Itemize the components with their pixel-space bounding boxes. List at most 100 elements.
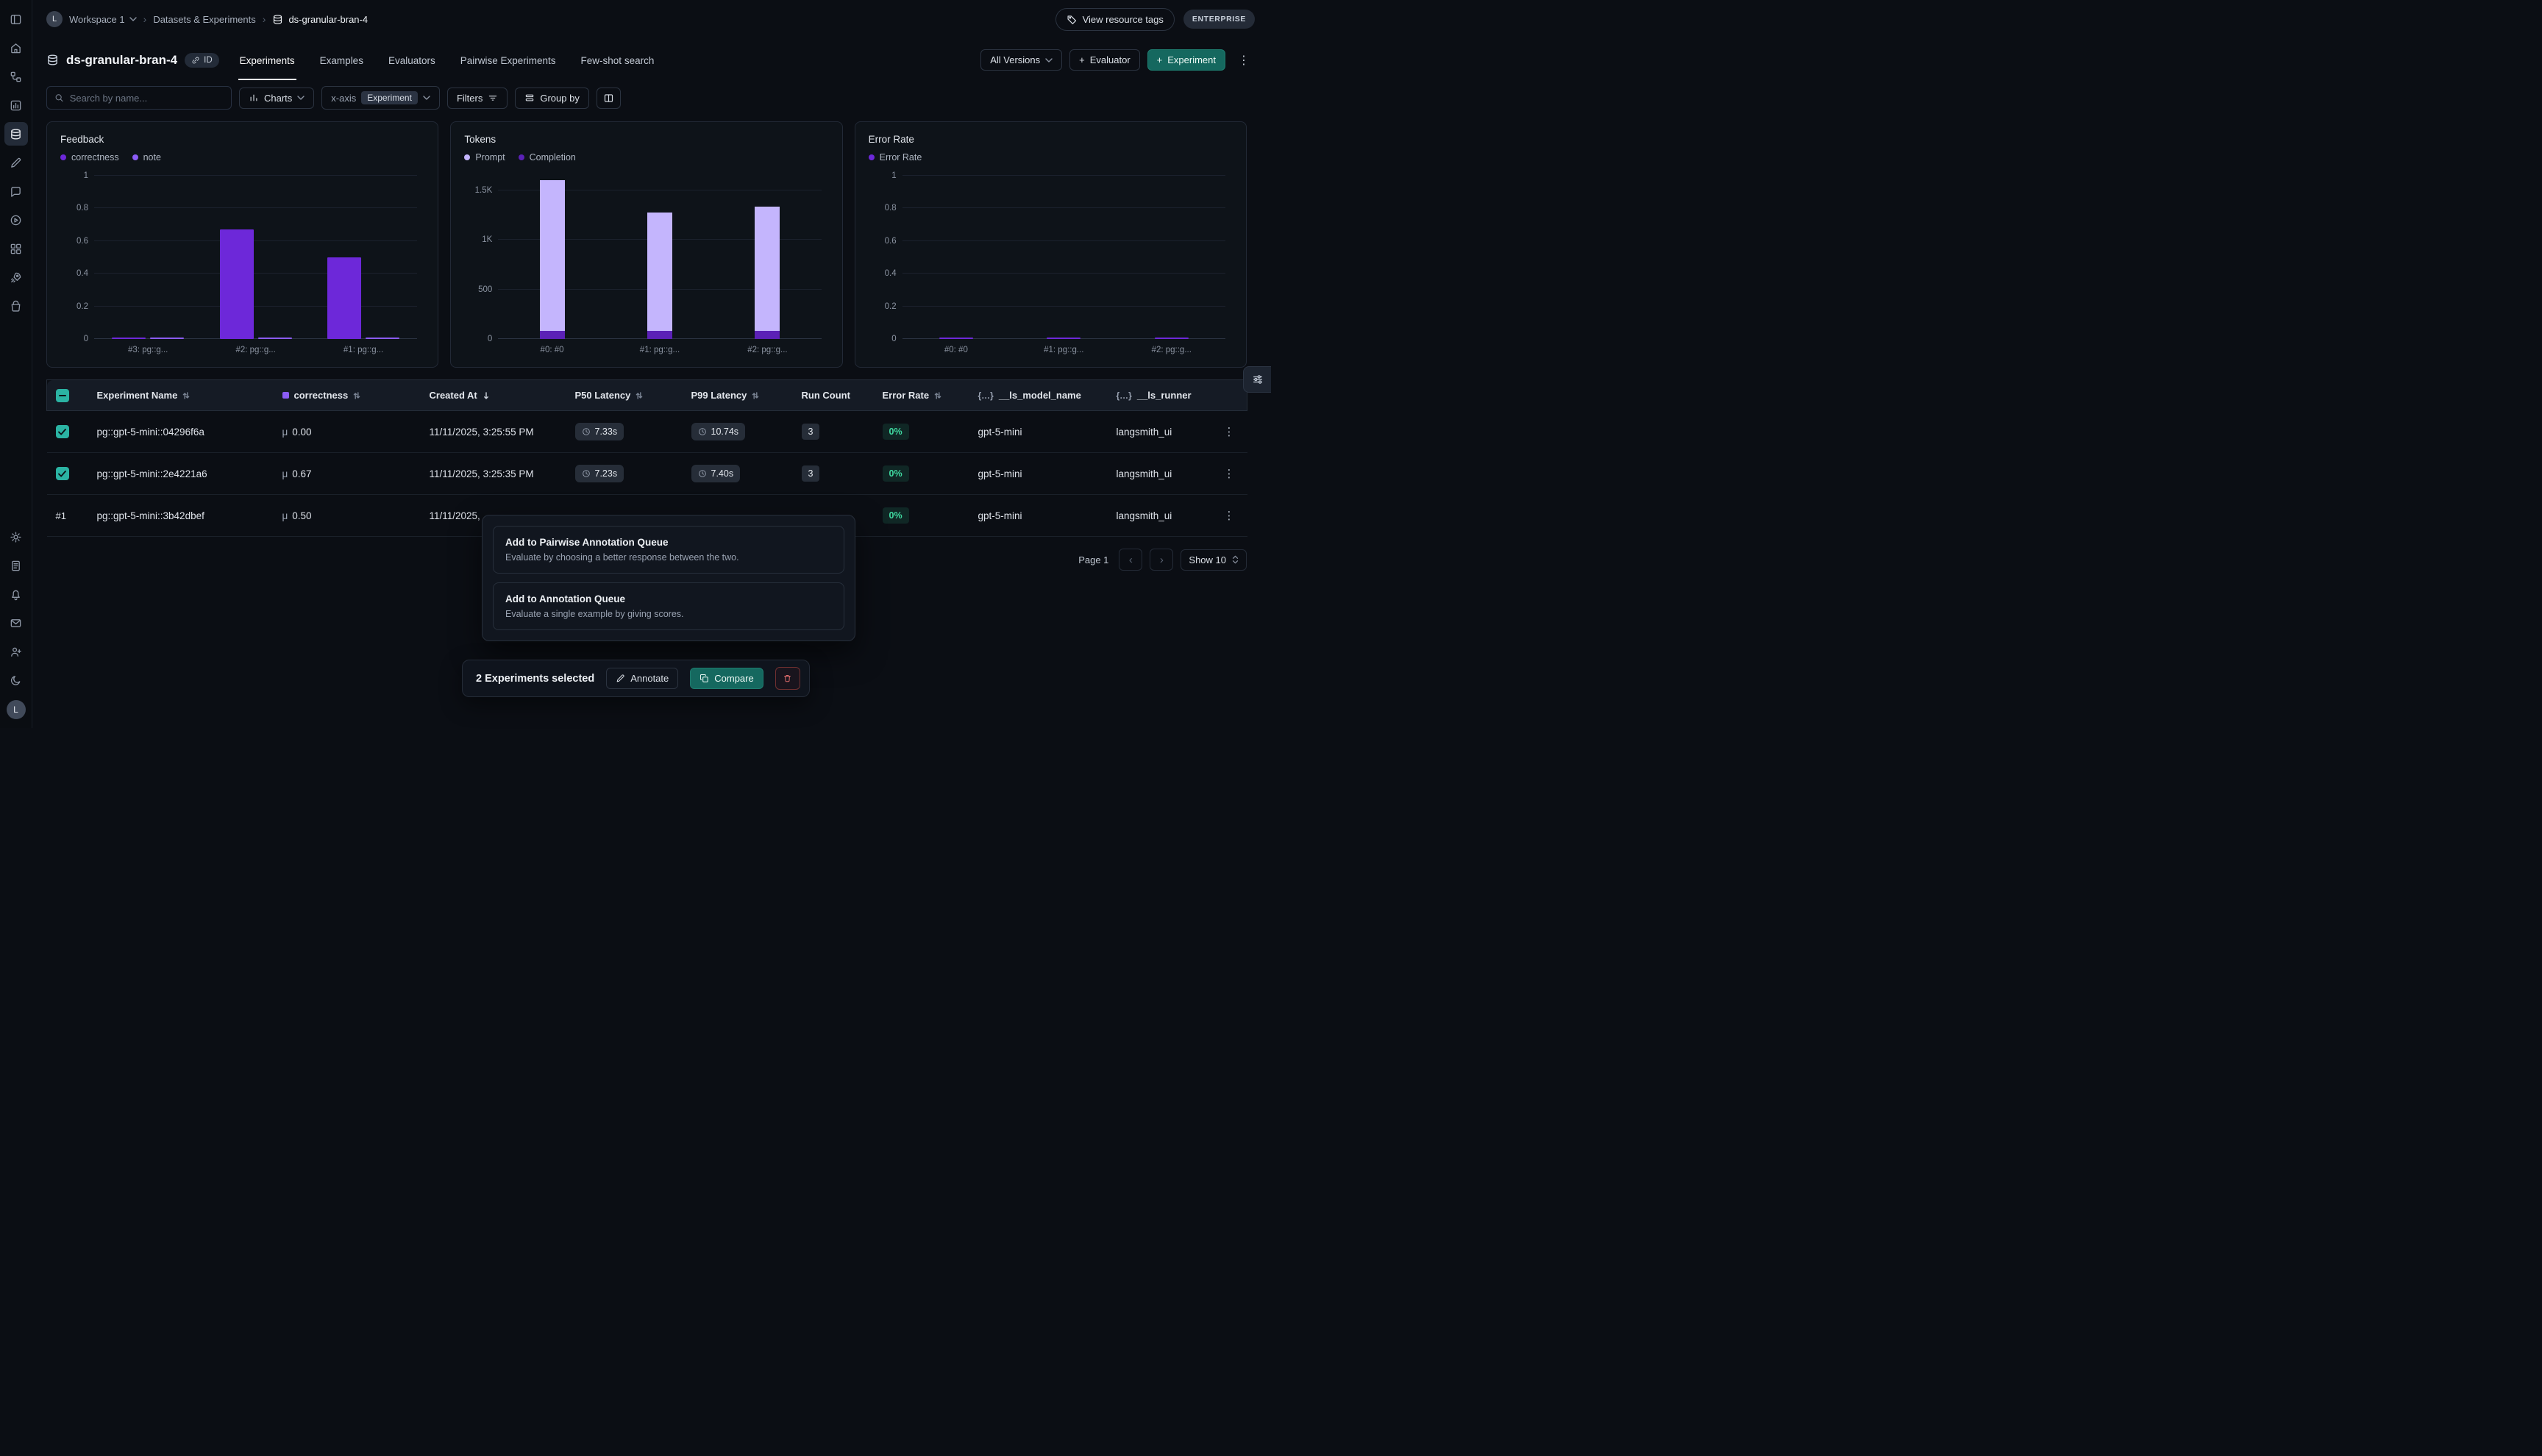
experiment-name-cell[interactable]: pg::gpt-5-mini::2e4221a6: [88, 452, 274, 495]
home-icon[interactable]: [4, 36, 28, 60]
legend-dot: [60, 154, 66, 160]
notifications-icon[interactable]: [4, 582, 28, 606]
tab-few-shot-search[interactable]: Few-shot search: [580, 55, 655, 66]
copy-id-chip[interactable]: ID: [185, 52, 219, 68]
clock-icon: [698, 470, 706, 477]
theme-toggle-icon[interactable]: [4, 668, 28, 692]
monitoring-icon[interactable]: [4, 93, 28, 117]
row-checkbox[interactable]: [55, 425, 69, 438]
xaxis-dropdown[interactable]: x-axis Experiment: [321, 86, 440, 110]
column-created-at[interactable]: Created At: [430, 390, 558, 401]
experiment-name-cell[interactable]: pg::gpt-5-mini::3b42dbef: [88, 494, 274, 537]
chevron-down-icon: [423, 96, 430, 100]
tab-experiments[interactable]: Experiments: [238, 40, 296, 80]
annotate-button[interactable]: Annotate: [606, 668, 679, 689]
datasets-icon[interactable]: [4, 122, 28, 146]
tab-examples[interactable]: Examples: [319, 55, 363, 66]
bar-group: [1010, 176, 1117, 339]
menu-item-pairwise-annotation-queue[interactable]: Add to Pairwise Annotation Queue Evaluat…: [493, 526, 844, 574]
p99-latency-cell: 7.40s: [682, 452, 793, 495]
feedback-color-swatch: [282, 392, 289, 399]
prev-page-button[interactable]: ‹: [1119, 549, 1143, 571]
filters-button[interactable]: Filters: [446, 87, 508, 109]
bar-group: [94, 176, 202, 339]
p99-latency-cell: 10.74s: [682, 410, 793, 453]
xaxis-value-chip: Experiment: [361, 91, 418, 104]
playground-icon[interactable]: [4, 208, 28, 232]
page-header: ds-granular-bran-4 ID Experiments Exampl…: [32, 38, 1271, 80]
delete-button[interactable]: [775, 667, 800, 690]
breadcrumb-workspace[interactable]: Workspace 1: [69, 14, 137, 25]
versions-dropdown[interactable]: All Versions: [980, 49, 1063, 71]
next-page-button[interactable]: ›: [1150, 549, 1174, 571]
collapse-panel-icon[interactable]: [4, 7, 28, 31]
annotation-queues-icon[interactable]: [4, 151, 28, 174]
docs-icon[interactable]: [4, 554, 28, 577]
y-axis-tick: 1.5K: [474, 186, 493, 196]
columns-button[interactable]: [596, 87, 621, 109]
header-kebab-button[interactable]: ⋮: [1233, 50, 1255, 71]
add-evaluator-button[interactable]: + Evaluator: [1069, 49, 1140, 71]
experiment-name-cell[interactable]: pg::gpt-5-mini::04296f6a: [88, 410, 274, 453]
charts-dropdown[interactable]: Charts: [239, 87, 315, 109]
bar-group: [713, 176, 821, 339]
page-indicator: Page 1: [1078, 554, 1109, 565]
column-run-count[interactable]: Run Count: [801, 390, 850, 401]
view-resource-tags-button[interactable]: View resource tags: [1055, 7, 1175, 31]
chevron-right-icon: ›: [1159, 553, 1164, 566]
y-axis-tick: 1: [83, 171, 88, 180]
tracing-projects-icon[interactable]: [4, 65, 28, 88]
x-axis-label: #3: pg::g...: [128, 346, 168, 354]
y-axis-tick: 0.8: [76, 204, 88, 213]
charts-row: Feedback correctness note 0 0.2 0.4 0.6 0.8 1…: [46, 121, 1247, 368]
user-avatar[interactable]: L: [6, 700, 26, 719]
row-kebab-button[interactable]: ⋮: [1223, 426, 1235, 438]
menu-item-annotation-queue[interactable]: Add to Annotation Queue Evaluate a singl…: [493, 582, 844, 630]
row-kebab-button[interactable]: ⋮: [1223, 468, 1235, 480]
column-runner[interactable]: {…} __ls_runner: [1116, 390, 1192, 401]
selection-count-label: 2 Experiments selected: [476, 672, 595, 685]
group-by-button[interactable]: Group by: [515, 87, 589, 109]
column-model-name[interactable]: {…} __ls_model_name: [978, 390, 1081, 401]
sort-icon: [353, 391, 360, 399]
breadcrumb-section[interactable]: Datasets & Experiments: [153, 13, 256, 25]
x-axis-label: #0: #0: [944, 346, 968, 354]
y-axis-tick: 0: [487, 335, 493, 343]
topbar: L Workspace 1 › Datasets & Experiments ›…: [32, 0, 1271, 38]
table-row[interactable]: pg::gpt-5-mini::04296f6a μ 0.00 11/11/202…: [46, 410, 1247, 453]
settings-icon[interactable]: [4, 525, 28, 549]
bar-group: [606, 176, 713, 339]
page-size-select[interactable]: Show 10: [1181, 549, 1247, 571]
column-experiment-name[interactable]: Experiment Name: [97, 390, 265, 401]
breadcrumb-separator: ›: [262, 13, 266, 25]
row-checkbox[interactable]: [55, 467, 69, 480]
column-correctness[interactable]: correctness: [282, 390, 412, 401]
chart-settings-flyout-button[interactable]: [1243, 366, 1271, 393]
table-row[interactable]: pg::gpt-5-mini::2e4221a6 μ 0.67 11/11/202…: [46, 452, 1247, 495]
integrations-icon[interactable]: [4, 237, 28, 260]
sliders-icon: [1253, 375, 1262, 384]
store-icon[interactable]: [4, 294, 28, 318]
tab-pairwise-experiments[interactable]: Pairwise Experiments: [460, 55, 556, 66]
invite-user-icon[interactable]: [4, 640, 28, 663]
prompts-icon[interactable]: [4, 179, 28, 203]
search-input[interactable]: [69, 92, 224, 104]
column-error-rate[interactable]: Error Rate: [883, 390, 961, 401]
select-all-checkbox[interactable]: [56, 388, 69, 402]
add-experiment-button[interactable]: + Experiment: [1147, 49, 1225, 71]
toolbar: Charts x-axis Experiment Filters Group b…: [46, 86, 1247, 110]
table-header-row: Experiment Name correctness Created At P…: [46, 379, 1247, 411]
column-p50-latency[interactable]: P50 Latency: [575, 390, 674, 401]
y-axis-tick: 500: [478, 285, 493, 294]
column-p99-latency[interactable]: P99 Latency: [691, 390, 784, 401]
y-axis-tick: 0.6: [76, 236, 88, 246]
tab-evaluators[interactable]: Evaluators: [388, 55, 435, 66]
mail-icon[interactable]: [4, 611, 28, 635]
tab-bar: Experiments Examples Evaluators Pairwise…: [238, 40, 656, 80]
gridline: [94, 207, 418, 209]
deployments-icon[interactable]: [4, 265, 28, 289]
row-kebab-button[interactable]: ⋮: [1223, 510, 1235, 522]
model-name-cell: gpt-5-mini: [969, 410, 1108, 453]
compare-button[interactable]: Compare: [690, 668, 763, 689]
bar: [1047, 338, 1081, 339]
